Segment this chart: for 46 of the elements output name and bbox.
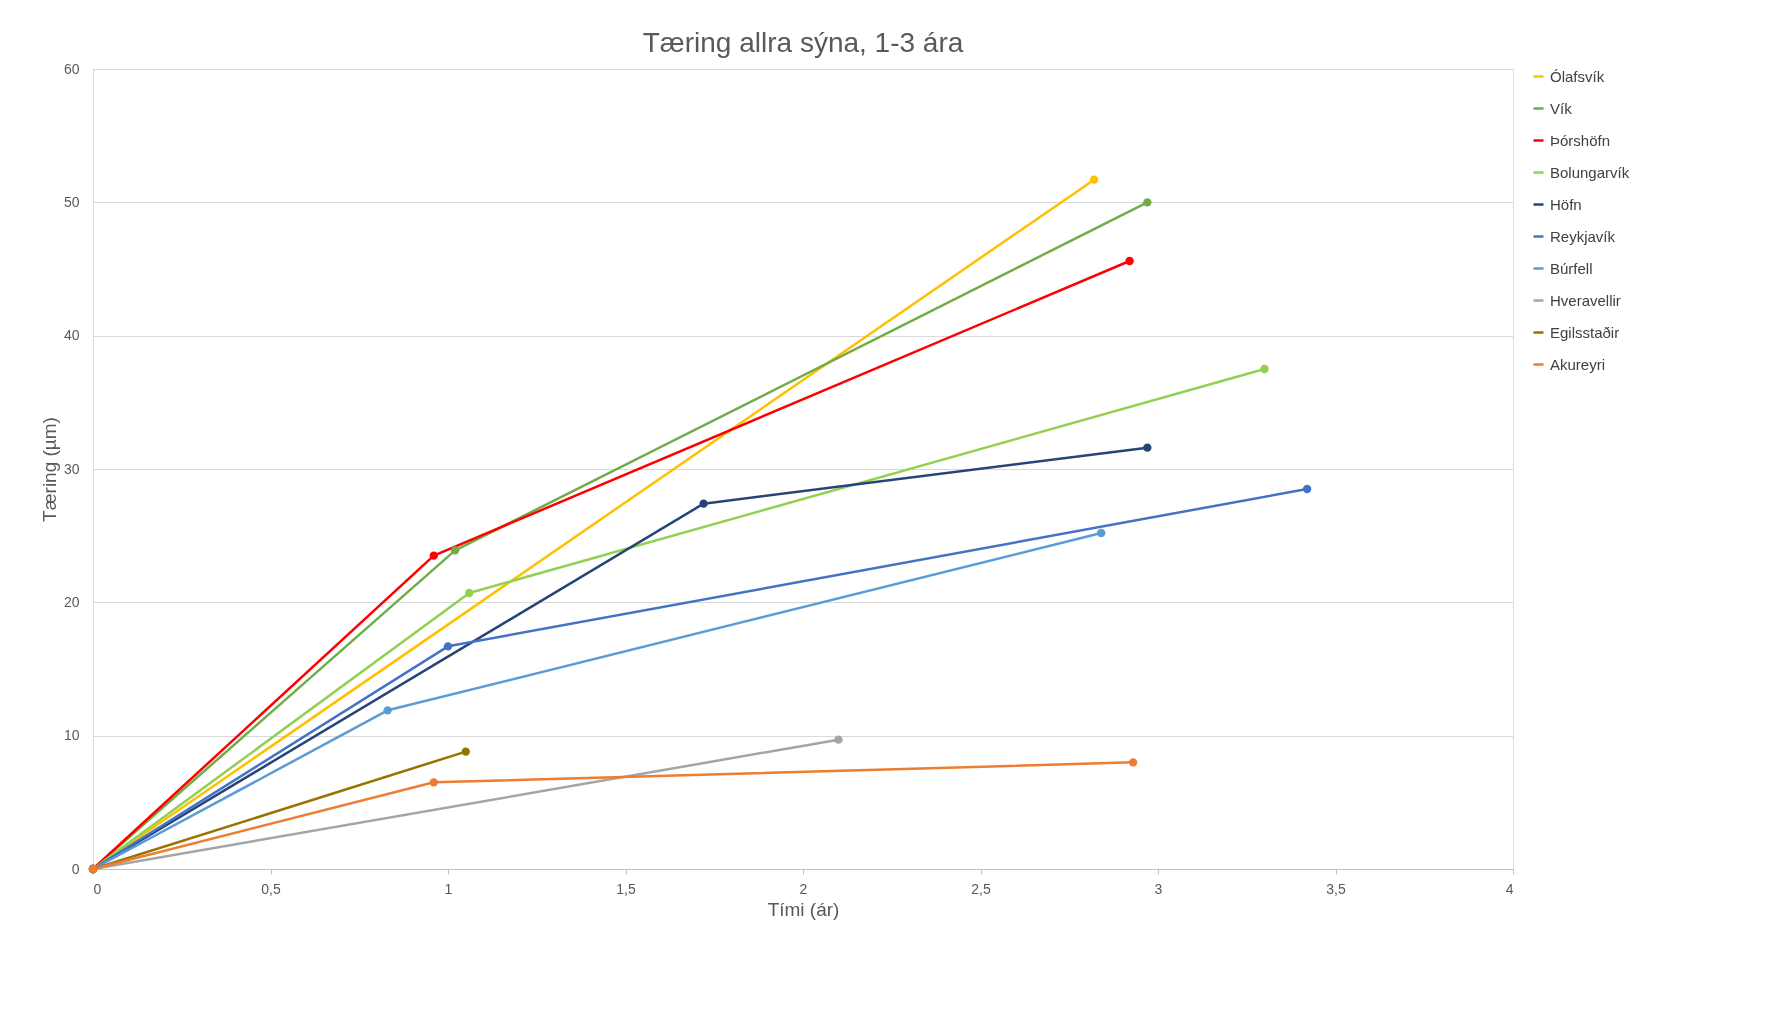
y-tick-label: 10	[63, 727, 80, 744]
chart-title: Tæring allra sýna, 1-3 ára	[642, 27, 964, 58]
x-tick-label: 4	[1505, 880, 1514, 897]
point	[450, 546, 460, 555]
y-tick-label: 50	[63, 193, 80, 210]
point	[443, 642, 453, 651]
point	[429, 551, 438, 560]
point	[383, 706, 392, 715]
y-tick-label: 60	[63, 60, 80, 77]
point	[1302, 484, 1312, 494]
y-tick-label: 0	[71, 860, 80, 877]
x-tick-label: 2	[799, 880, 808, 897]
legend-label: Búrfell	[1550, 259, 1593, 277]
point	[461, 747, 470, 756]
point	[834, 735, 843, 744]
point	[1125, 256, 1134, 266]
y-tick-label: 20	[63, 593, 80, 610]
legend-label: Bolungarvík	[1550, 163, 1630, 181]
x-tick-label: 0	[93, 880, 102, 897]
y-tick-label: 30	[63, 460, 80, 477]
x-tick-label: 1,5	[616, 880, 636, 897]
x-tick-label: 2,5	[971, 880, 991, 897]
legend-label: Ólafsvík	[1550, 67, 1605, 85]
point	[429, 778, 438, 787]
legend-label: Egilsstaðir	[1550, 323, 1620, 341]
point	[699, 499, 708, 508]
point	[1089, 175, 1099, 184]
x-tick-label: 3,5	[1326, 880, 1346, 897]
point	[1097, 528, 1106, 538]
legend-label: Akureyri	[1550, 355, 1606, 373]
point	[1143, 198, 1152, 207]
y-tick-label: 40	[63, 327, 80, 344]
x-axis-title: Tími (ár)	[767, 898, 840, 920]
legend-label: Hveravellir	[1550, 291, 1621, 309]
legend-label: Reykjavík	[1550, 227, 1616, 245]
legend-label: Þórshöfn	[1550, 131, 1611, 149]
point	[1128, 758, 1138, 767]
point	[465, 588, 474, 598]
legend-label: Vík	[1550, 99, 1573, 117]
point	[1260, 364, 1269, 374]
point	[1143, 443, 1152, 452]
x-tick-label: 1	[444, 880, 453, 897]
x-tick-label: 3	[1154, 880, 1163, 897]
x-tick-label: 0,5	[261, 880, 281, 897]
legend-label: Höfn	[1550, 195, 1582, 213]
y-axis-title: Tæring (µm)	[38, 417, 60, 522]
